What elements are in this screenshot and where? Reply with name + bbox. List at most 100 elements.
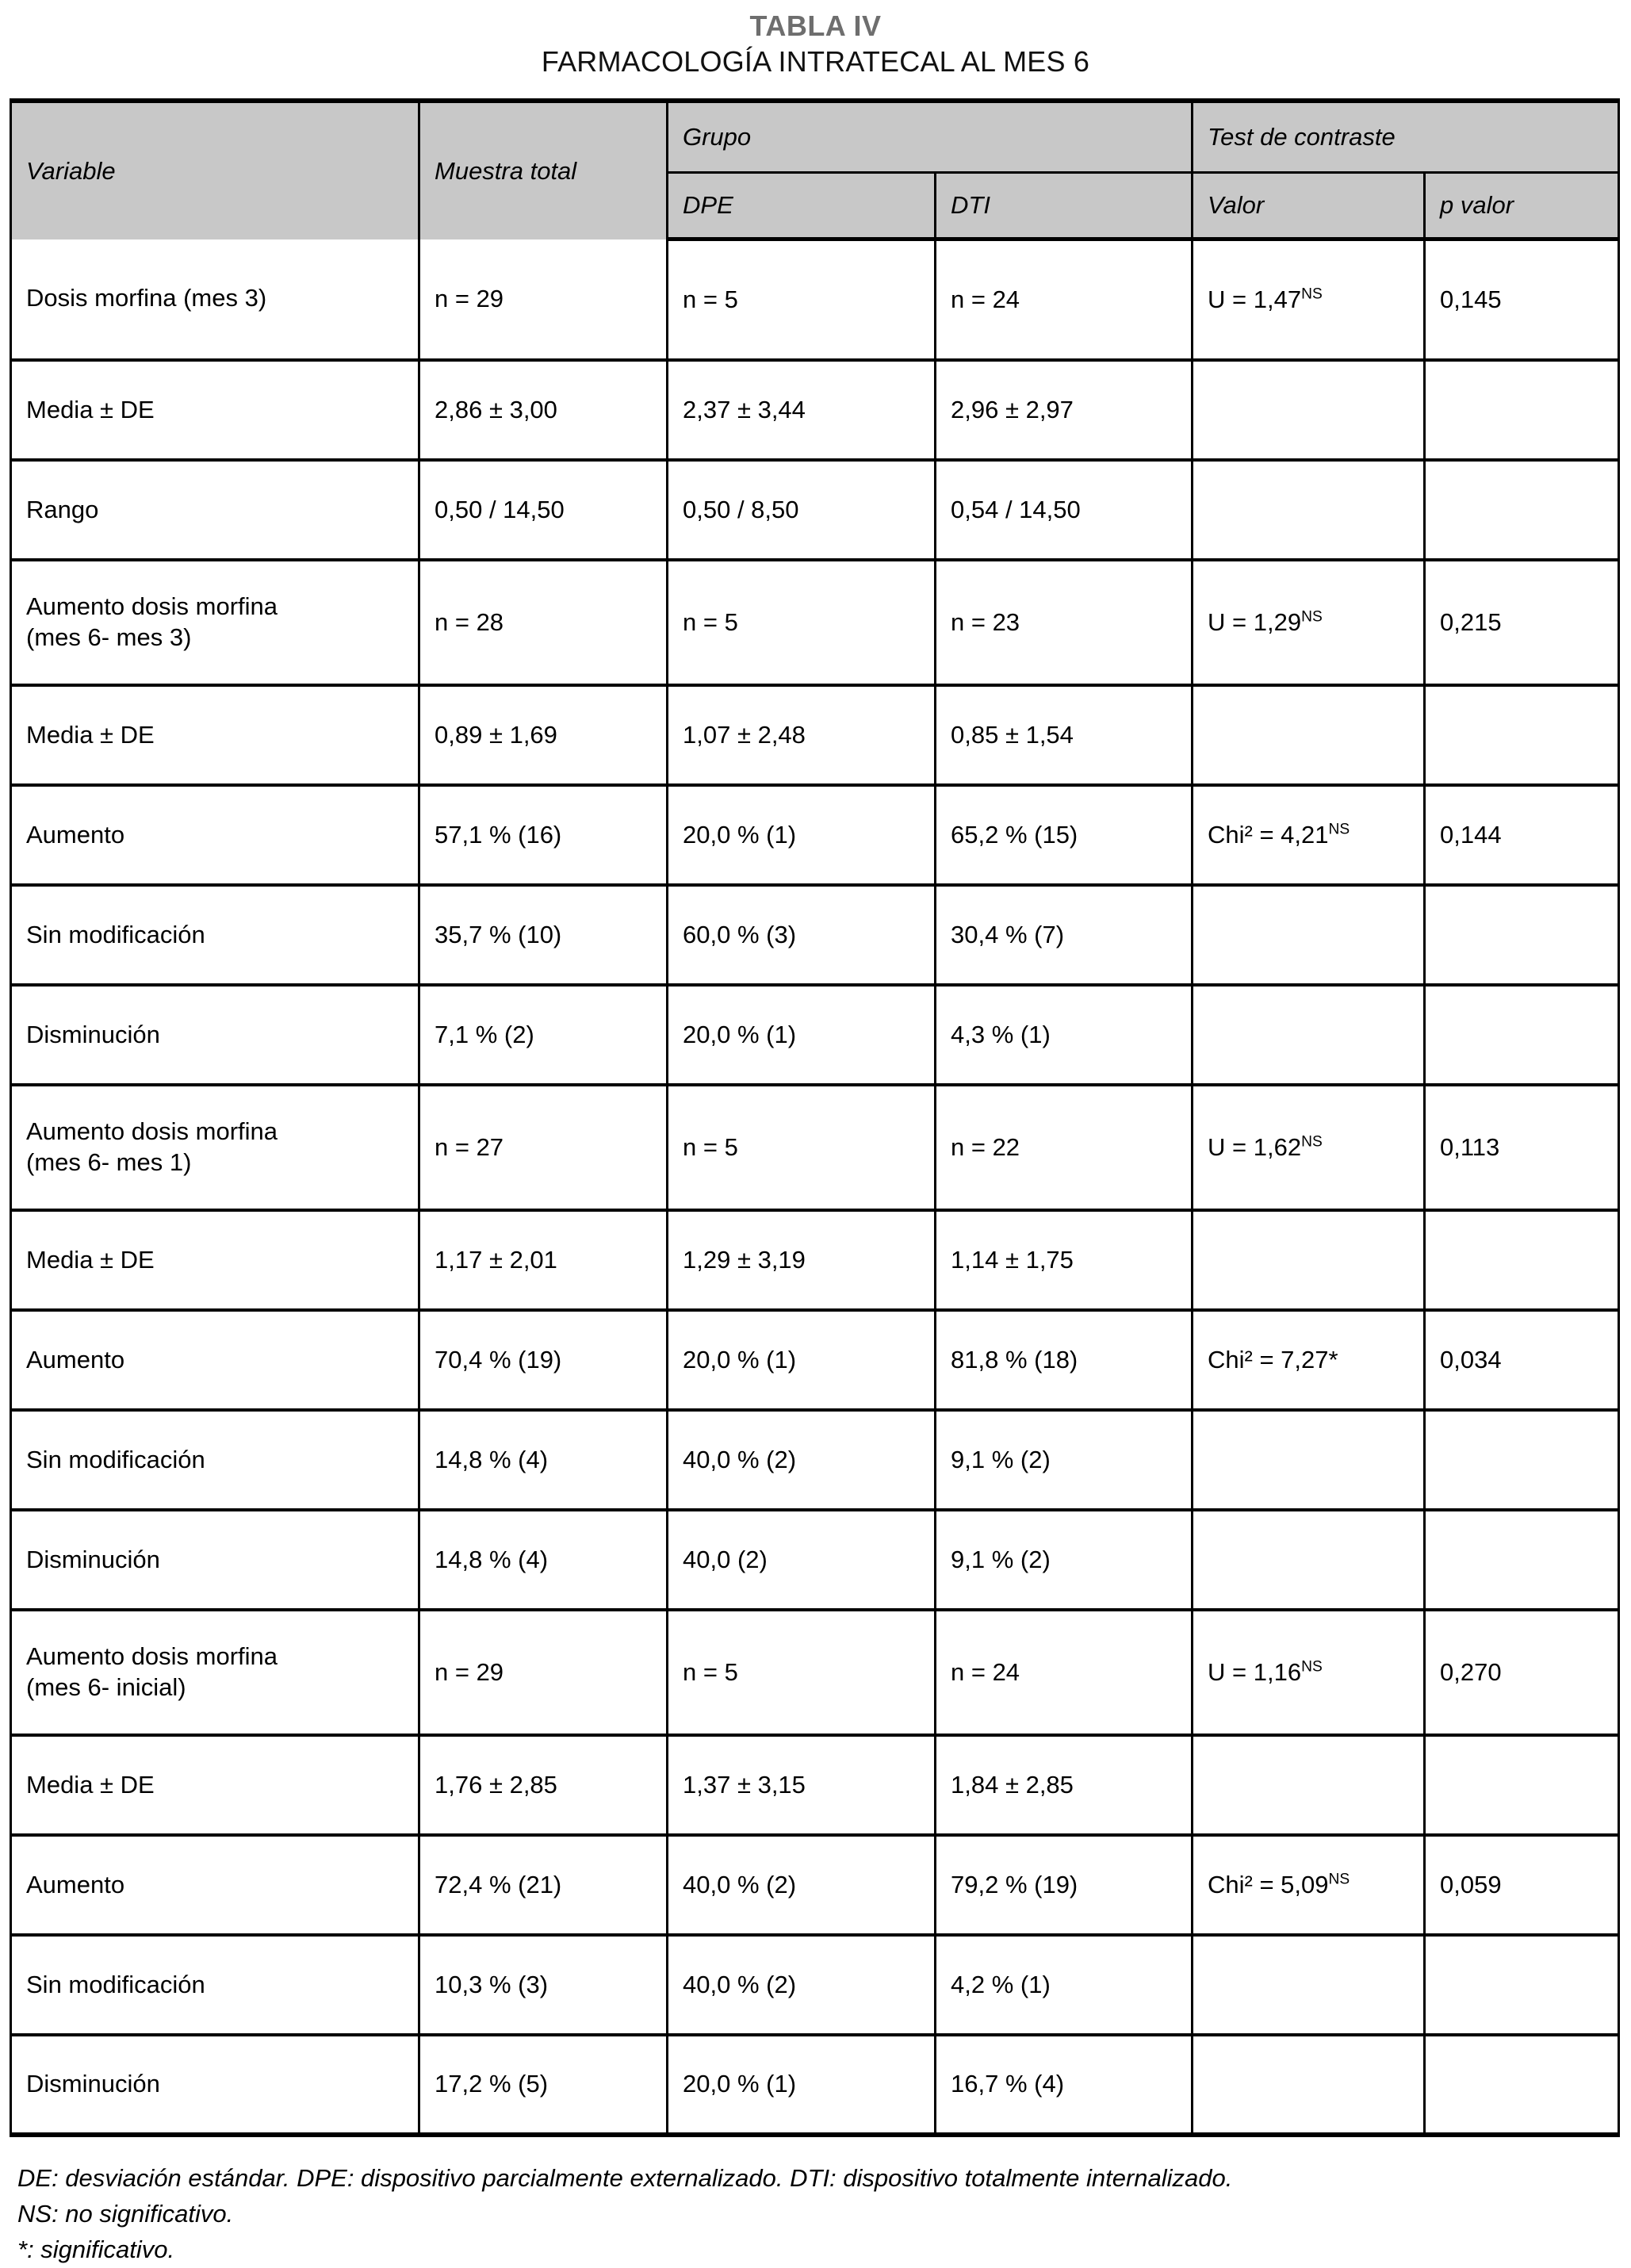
- cell-p-valor: [1423, 358, 1621, 460]
- cell-dpe: 1,29 ± 3,19: [666, 1208, 936, 1310]
- row-label-cell: Media ± DE: [10, 683, 420, 785]
- table-row: Sin modificación 10,3 % (3) 40,0 % (2) 4,2 …: [10, 1933, 1621, 2035]
- cell-p-valor: [1423, 1208, 1621, 1310]
- cell-total: 17,2 % (5): [418, 2032, 668, 2135]
- cell-dti: 0,85 ± 1,54: [933, 683, 1194, 785]
- row-label-cell: Media ± DE: [10, 1733, 420, 1835]
- cell-dpe: n = 5: [666, 1607, 936, 1735]
- row-label-cell: Sin modificación: [10, 883, 420, 985]
- table-row: Aumento 57,1 % (16) 20,0 % (1) 65,2 % (15) C…: [10, 783, 1621, 885]
- cell-dti: n = 23: [933, 557, 1194, 685]
- cell-p-valor: [1423, 1933, 1621, 2035]
- valor-statistic: U = 1,62: [1208, 1132, 1302, 1161]
- table-footnotes: DE: desviación estándar. DPE: dispositiv…: [17, 2161, 1615, 2268]
- valor-statistic: U = 1,47: [1208, 285, 1302, 313]
- table-number-title: TABLA IV: [749, 10, 882, 42]
- row-label-cell: Disminución: [10, 983, 420, 1085]
- row-label-cell: Media ± DE: [10, 1208, 420, 1310]
- table-row: Disminución 7,1 % (2) 20,0 % (1) 4,3 % (1): [10, 983, 1621, 1085]
- column-header-dti: DTI: [933, 171, 1194, 242]
- cell-dti: 4,3 % (1): [933, 983, 1194, 1085]
- cell-total: 70,4 % (19): [418, 1308, 668, 1410]
- cell-valor: [1191, 883, 1426, 985]
- cell-dti: 81,8 % (18): [933, 1308, 1194, 1410]
- row-label-cell: Media ± DE: [10, 358, 420, 460]
- cell-valor: Chi² = 4,21NS: [1191, 783, 1426, 885]
- row-label-cell: Sin modificación: [10, 1408, 420, 1510]
- table-row: Sin modificación 35,7 % (10) 60,0 % (3) 30,…: [10, 883, 1621, 985]
- table-row: Aumento dosis morfina (mes 6- mes 1) n = 2…: [10, 1082, 1621, 1210]
- cell-dti: n = 22: [933, 1082, 1194, 1210]
- cell-valor: [1191, 458, 1426, 560]
- table-row: Aumento dosis morfina (mes 6- inicial) n =…: [10, 1607, 1621, 1735]
- cell-dpe: 60,0 % (3): [666, 883, 936, 985]
- table-header: Variable Muestra total Grupo Test de con…: [10, 101, 1621, 242]
- cell-total: 72,4 % (21): [418, 1833, 668, 1935]
- cell-valor: [1191, 1508, 1426, 1610]
- cell-dti: 2,96 ± 2,97: [933, 358, 1194, 460]
- cell-p-valor: [1423, 1408, 1621, 1510]
- cell-dpe: 2,37 ± 3,44: [666, 358, 936, 460]
- cell-dpe: 1,37 ± 3,15: [666, 1733, 936, 1835]
- column-header-test-contraste: Test de contraste: [1191, 101, 1621, 174]
- cell-p-valor: [1423, 683, 1621, 785]
- cell-p-valor: 0,215: [1423, 557, 1621, 685]
- cell-valor: U = 1,29NS: [1191, 557, 1426, 685]
- row-label-cell: Aumento dosis morfina (mes 6- mes 3): [10, 557, 420, 685]
- cell-p-valor: [1423, 1733, 1621, 1835]
- cell-p-valor: [1423, 983, 1621, 1085]
- cell-total: 2,86 ± 3,00: [418, 358, 668, 460]
- cell-total: 14,8 % (4): [418, 1508, 668, 1610]
- cell-total: n = 29: [418, 1607, 668, 1735]
- cell-total: 35,7 % (10): [418, 883, 668, 985]
- row-label-cell: Disminución: [10, 2032, 420, 2135]
- row-label-cell: Aumento: [10, 1833, 420, 1935]
- table-row: Media ± DE 1,17 ± 2,01 1,29 ± 3,19 1,14 ± 1…: [10, 1208, 1621, 1310]
- cell-dpe: 20,0 % (1): [666, 2032, 936, 2135]
- significance-superscript: NS: [1301, 1658, 1323, 1676]
- row-label-line: (mes 6- mes 1): [26, 1147, 192, 1176]
- row-label-cell: Aumento dosis morfina (mes 6- inicial): [10, 1607, 420, 1735]
- cell-p-valor: 0,059: [1423, 1833, 1621, 1935]
- cell-valor: [1191, 1408, 1426, 1510]
- cell-dpe: 40,0 % (2): [666, 1408, 936, 1510]
- cell-total: n = 27: [418, 1082, 668, 1210]
- table-row: Media ± DE 0,89 ± 1,69 1,07 ± 2,48 0,85 ± 1…: [10, 683, 1621, 785]
- cell-dti: 0,54 / 14,50: [933, 458, 1194, 560]
- row-label-line: (mes 6- inicial): [26, 1672, 186, 1701]
- row-label-cell: Aumento: [10, 1308, 420, 1410]
- cell-valor: [1191, 983, 1426, 1085]
- table-row: Aumento 72,4 % (21) 40,0 % (2) 79,2 % (19) C…: [10, 1833, 1621, 1935]
- cell-total: 14,8 % (4): [418, 1408, 668, 1510]
- cell-dti: 9,1 % (2): [933, 1408, 1194, 1510]
- cell-total: 1,76 ± 2,85: [418, 1733, 668, 1835]
- row-label-line: Aumento dosis morfina: [26, 1117, 278, 1145]
- cell-valor: [1191, 1933, 1426, 2035]
- row-label-cell: Sin modificación: [10, 1933, 420, 2035]
- valor-statistic: U = 1,16: [1208, 1657, 1302, 1686]
- table-row: Rango 0,50 / 14,50 0,50 / 8,50 0,54 / 14,50: [10, 458, 1621, 560]
- cell-total: 10,3 % (3): [418, 1933, 668, 2035]
- cell-dpe: 20,0 % (1): [666, 1308, 936, 1410]
- cell-valor: [1191, 358, 1426, 460]
- cell-p-valor: [1423, 458, 1621, 560]
- table-row: Media ± DE 2,86 ± 3,00 2,37 ± 3,44 2,96 ± 2…: [10, 358, 1621, 460]
- significance-superscript: NS: [1328, 1871, 1350, 1888]
- cell-dpe: n = 5: [666, 1082, 936, 1210]
- cell-valor: U = 1,62NS: [1191, 1082, 1426, 1210]
- cell-p-valor: [1423, 883, 1621, 985]
- cell-dpe: 0,50 / 8,50: [666, 458, 936, 560]
- cell-total: 1,17 ± 2,01: [418, 1208, 668, 1310]
- cell-dpe: 1,07 ± 2,48: [666, 683, 936, 785]
- valor-statistic: Chi² = 4,21: [1208, 820, 1329, 849]
- row-label-cell: Aumento dosis morfina (mes 6- mes 1): [10, 1082, 420, 1210]
- cell-valor: [1191, 1733, 1426, 1835]
- significance-superscript: NS: [1328, 821, 1350, 838]
- cell-total: 0,89 ± 1,69: [418, 683, 668, 785]
- cell-total: 0,50 / 14,50: [418, 458, 668, 560]
- cell-valor: [1191, 2032, 1426, 2135]
- cell-total: n = 28: [418, 557, 668, 685]
- cell-p-valor: [1423, 1508, 1621, 1610]
- significance-superscript: NS: [1301, 608, 1323, 626]
- cell-dti: 16,7 % (4): [933, 2032, 1194, 2135]
